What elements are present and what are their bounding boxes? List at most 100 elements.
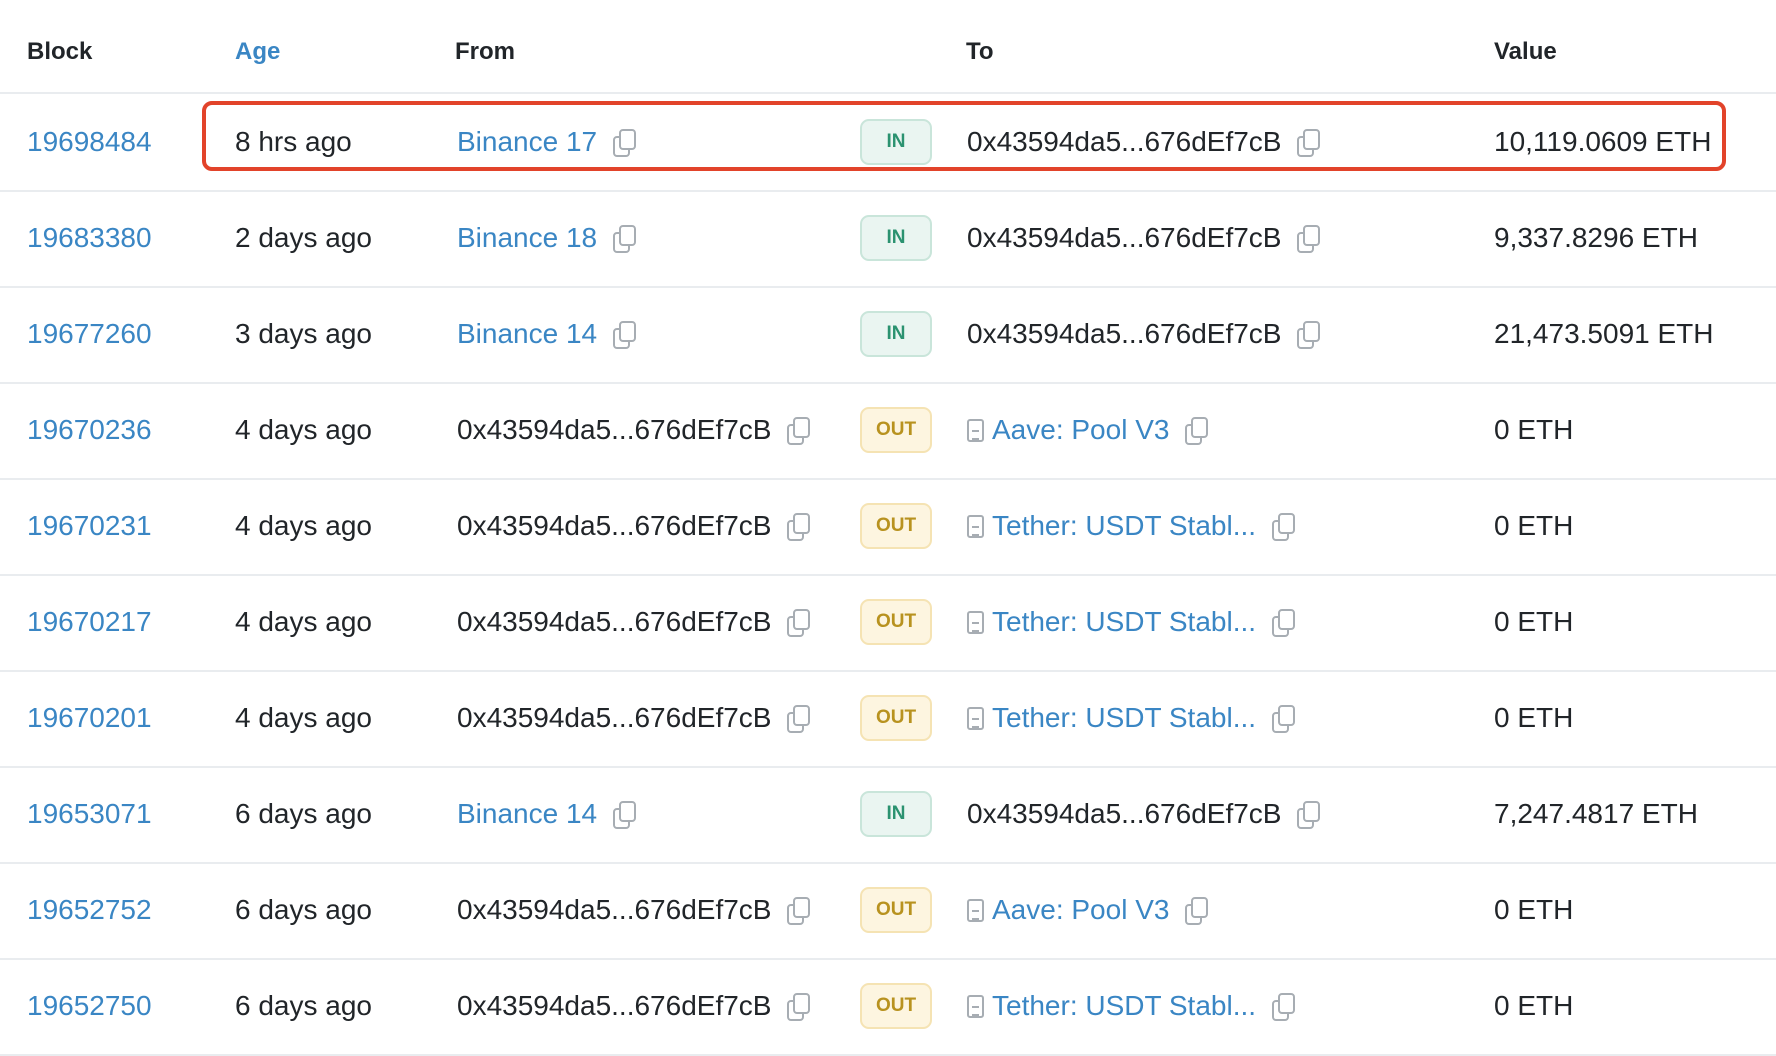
block-link[interactable]: 19670201 <box>27 702 152 733</box>
age-text: 6 days ago <box>235 990 372 1021</box>
contract-icon <box>967 418 984 442</box>
direction-badge: IN <box>860 311 932 357</box>
age-text: 4 days ago <box>235 702 372 733</box>
copy-icon[interactable] <box>787 609 811 637</box>
copy-icon[interactable] <box>787 513 811 541</box>
to-address: 0x43594da5...676dEf7cB <box>967 798 1282 829</box>
to-address[interactable]: Tether: USDT Stabl... <box>992 990 1257 1021</box>
copy-icon[interactable] <box>613 801 637 829</box>
header-from: From <box>455 38 515 65</box>
contract-icon <box>967 898 984 922</box>
value-text: 0 ETH <box>1494 510 1574 541</box>
from-address[interactable]: Binance 14 <box>457 798 598 829</box>
copy-icon[interactable] <box>613 321 637 349</box>
to-address: 0x43594da5...676dEf7cB <box>967 126 1282 157</box>
age-text: 2 days ago <box>235 222 372 253</box>
table-row: 19683380 2 days ago Binance 18 IN 0x43594da5… <box>0 190 1776 288</box>
direction-badge: OUT <box>860 983 932 1029</box>
age-text: 6 days ago <box>235 798 372 829</box>
from-address: 0x43594da5...676dEf7cB <box>457 606 772 637</box>
to-address[interactable]: Tether: USDT Stabl... <box>992 510 1257 541</box>
copy-icon[interactable] <box>613 225 637 253</box>
age-text: 3 days ago <box>235 318 372 349</box>
value-text: 0 ETH <box>1494 414 1574 445</box>
table-row: 19653071 6 days ago Binance 14 IN 0x43594da5… <box>0 766 1776 864</box>
from-address: 0x43594da5...676dEf7cB <box>457 702 772 733</box>
block-link[interactable]: 19652750 <box>27 990 152 1021</box>
value-text: 0 ETH <box>1494 606 1574 637</box>
copy-icon[interactable] <box>1272 993 1296 1021</box>
copy-icon[interactable] <box>1297 801 1321 829</box>
to-address: 0x43594da5...676dEf7cB <box>967 222 1282 253</box>
copy-icon[interactable] <box>1185 417 1209 445</box>
copy-icon[interactable] <box>1297 225 1321 253</box>
age-text: 4 days ago <box>235 414 372 445</box>
from-address[interactable]: Binance 18 <box>457 222 598 253</box>
table-row: 19670201 4 days ago 0x43594da5...676dEf7cB… <box>0 670 1776 768</box>
block-link[interactable]: 19652752 <box>27 894 152 925</box>
direction-badge: OUT <box>860 695 932 741</box>
value-text: 0 ETH <box>1494 702 1574 733</box>
value-text: 9,337.8296 ETH <box>1494 222 1698 253</box>
direction-badge: IN <box>860 791 932 837</box>
header-age[interactable]: Age <box>235 38 281 65</box>
header-value: Value <box>1494 38 1557 65</box>
copy-icon[interactable] <box>613 129 637 157</box>
direction-badge: OUT <box>860 503 932 549</box>
to-address[interactable]: Tether: USDT Stabl... <box>992 702 1257 733</box>
copy-icon[interactable] <box>787 417 811 445</box>
value-text: 10,119.0609 ETH <box>1494 126 1712 157</box>
from-address[interactable]: Binance 14 <box>457 318 598 349</box>
value-text: 0 ETH <box>1494 990 1574 1021</box>
block-link[interactable]: 19677260 <box>27 318 152 349</box>
direction-badge: OUT <box>860 599 932 645</box>
table-row: 19652750 6 days ago 0x43594da5...676dEf7cB… <box>0 958 1776 1056</box>
table-row: 19670231 4 days ago 0x43594da5...676dEf7cB… <box>0 478 1776 576</box>
contract-icon <box>967 610 984 634</box>
contract-icon <box>967 514 984 538</box>
from-address: 0x43594da5...676dEf7cB <box>457 894 772 925</box>
table-row: 19677260 3 days ago Binance 14 IN 0x43594da5… <box>0 286 1776 384</box>
from-address: 0x43594da5...676dEf7cB <box>457 414 772 445</box>
copy-icon[interactable] <box>1297 321 1321 349</box>
age-text: 4 days ago <box>235 510 372 541</box>
to-address[interactable]: Aave: Pool V3 <box>992 414 1170 445</box>
header-to: To <box>966 38 994 65</box>
table-row: 19698484 8 hrs ago Binance 17 IN 0x43594da5.… <box>0 94 1776 192</box>
to-address: 0x43594da5...676dEf7cB <box>967 318 1282 349</box>
direction-badge: OUT <box>860 887 932 933</box>
value-text: 0 ETH <box>1494 894 1574 925</box>
age-text: 4 days ago <box>235 606 372 637</box>
copy-icon[interactable] <box>1185 897 1209 925</box>
block-link[interactable]: 19670236 <box>27 414 152 445</box>
block-link[interactable]: 19683380 <box>27 222 152 253</box>
from-address: 0x43594da5...676dEf7cB <box>457 990 772 1021</box>
block-link[interactable]: 19670231 <box>27 510 152 541</box>
copy-icon[interactable] <box>1272 609 1296 637</box>
block-link[interactable]: 19670217 <box>27 606 152 637</box>
table-row: 19670217 4 days ago 0x43594da5...676dEf7cB… <box>0 574 1776 672</box>
header-block: Block <box>27 38 93 65</box>
block-link[interactable]: 19698484 <box>27 126 152 157</box>
from-address: 0x43594da5...676dEf7cB <box>457 510 772 541</box>
copy-icon[interactable] <box>1272 513 1296 541</box>
copy-icon[interactable] <box>787 705 811 733</box>
table-row: 19652752 6 days ago 0x43594da5...676dEf7cB… <box>0 862 1776 960</box>
to-address[interactable]: Tether: USDT Stabl... <box>992 606 1257 637</box>
copy-icon[interactable] <box>1297 129 1321 157</box>
age-text: 8 hrs ago <box>235 126 352 157</box>
block-link[interactable]: 19653071 <box>27 798 152 829</box>
direction-badge: IN <box>860 119 932 165</box>
age-text: 6 days ago <box>235 894 372 925</box>
copy-icon[interactable] <box>787 993 811 1021</box>
value-text: 7,247.4817 ETH <box>1494 798 1698 829</box>
contract-icon <box>967 706 984 730</box>
direction-badge: IN <box>860 215 932 261</box>
contract-icon <box>967 994 984 1018</box>
copy-icon[interactable] <box>787 897 811 925</box>
table-row: 19670236 4 days ago 0x43594da5...676dEf7cB… <box>0 382 1776 480</box>
from-address[interactable]: Binance 17 <box>457 126 598 157</box>
value-text: 21,473.5091 ETH <box>1494 318 1714 349</box>
to-address[interactable]: Aave: Pool V3 <box>992 894 1170 925</box>
copy-icon[interactable] <box>1272 705 1296 733</box>
